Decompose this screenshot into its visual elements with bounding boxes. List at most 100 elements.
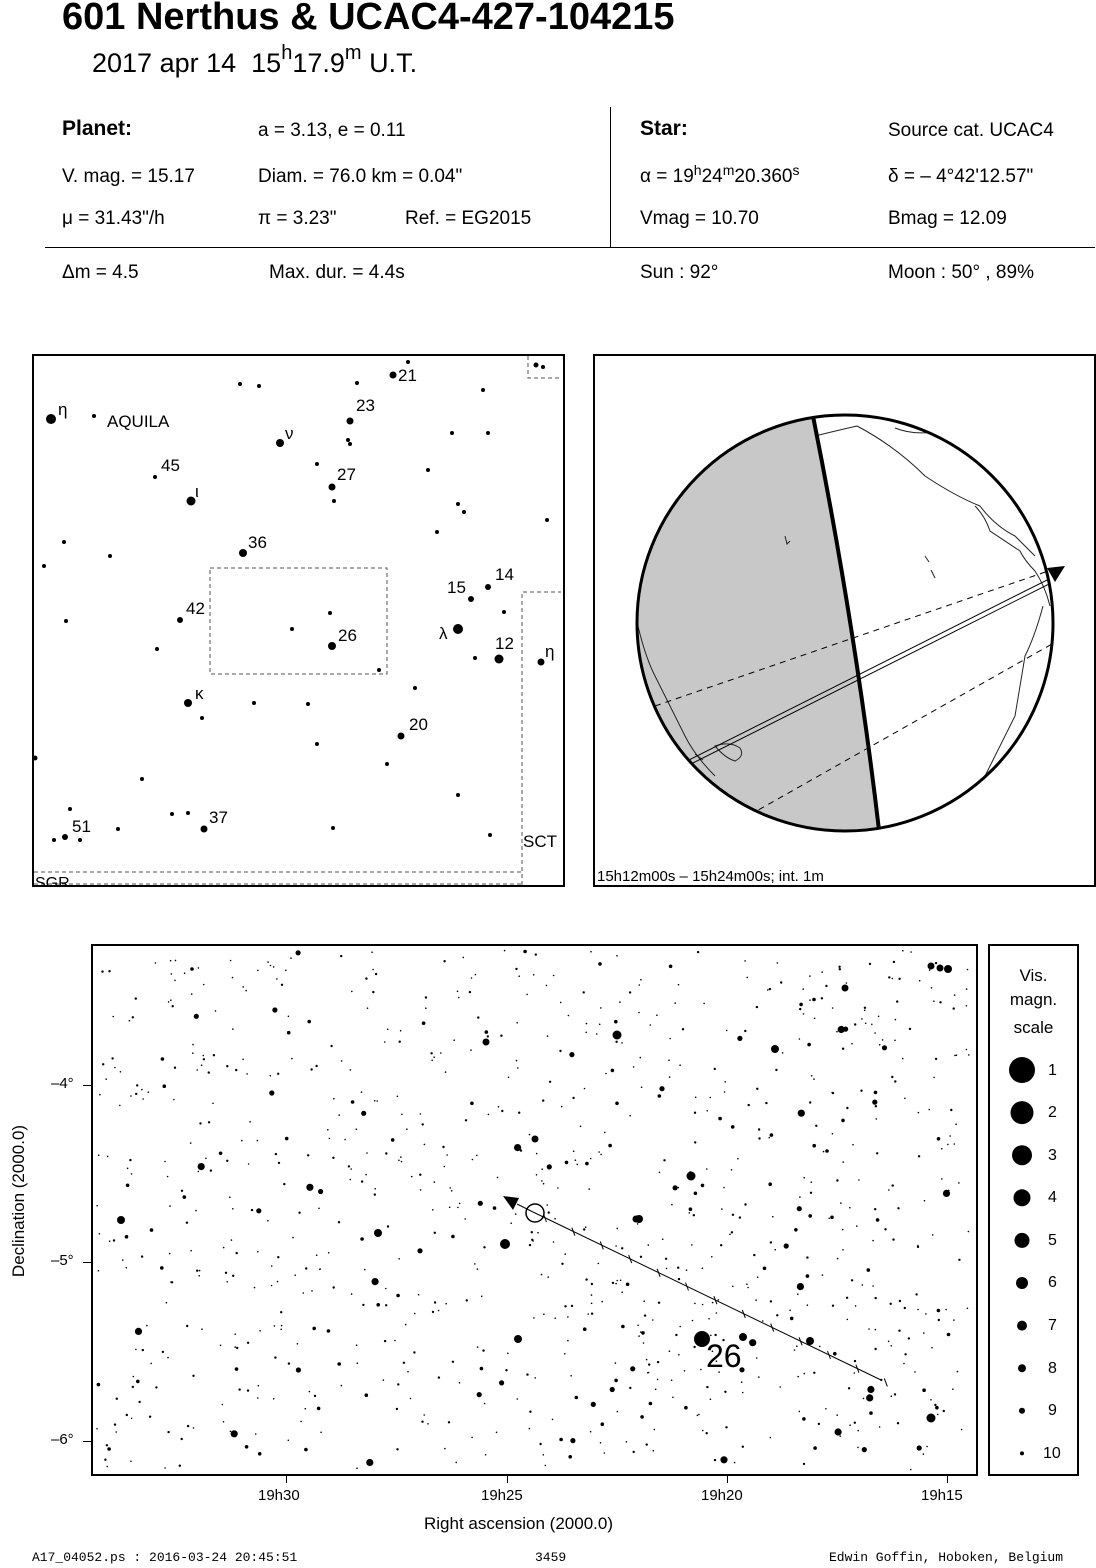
field-star	[535, 1152, 538, 1155]
field-star	[414, 1312, 416, 1315]
field-star	[174, 979, 176, 982]
field-star	[365, 977, 368, 980]
map-star	[108, 554, 112, 558]
field-star	[793, 1349, 796, 1351]
field-star	[131, 1016, 134, 1019]
field-star	[433, 1056, 435, 1058]
event-datetime: 2017 apr 14 15h17.9m U.T.	[92, 42, 417, 79]
field-star	[669, 1037, 671, 1040]
field-star	[731, 1213, 735, 1216]
field-star	[528, 1243, 532, 1247]
legend-title: scale	[1013, 1018, 1054, 1037]
field-star	[131, 1385, 134, 1389]
field-star	[500, 1239, 510, 1249]
field-star	[196, 1269, 199, 1272]
map-star	[116, 827, 120, 831]
field-star	[372, 968, 374, 971]
star-label: 51	[72, 817, 91, 836]
field-star	[955, 1054, 958, 1056]
field-star	[465, 1299, 468, 1302]
field-star	[476, 1154, 478, 1157]
field-star	[451, 1360, 455, 1363]
field-star	[717, 1299, 720, 1301]
field-star	[598, 962, 602, 966]
field-star	[471, 1158, 474, 1161]
constellation-stars	[34, 360, 549, 842]
field-star	[746, 1283, 748, 1285]
field-star	[503, 949, 506, 952]
field-star	[681, 1028, 685, 1031]
field-star	[583, 1228, 586, 1231]
field-star	[693, 1111, 697, 1114]
field-star	[371, 1278, 379, 1286]
field-star	[234, 1346, 236, 1348]
field-star	[648, 1401, 653, 1406]
field-star	[330, 1044, 333, 1048]
field-star	[295, 950, 301, 956]
field-star	[169, 959, 172, 962]
field-star	[821, 971, 823, 973]
field-star	[374, 1188, 377, 1190]
field-star	[533, 1317, 535, 1319]
field-star	[564, 1305, 567, 1308]
field-star	[891, 1184, 894, 1187]
field-star	[135, 1348, 137, 1351]
field-star	[583, 1087, 586, 1090]
field-star	[161, 1350, 165, 1354]
field-star	[232, 1274, 235, 1277]
field-star	[574, 1395, 579, 1400]
field-star	[207, 1121, 211, 1124]
footer-file: A17_04052.ps : 2016-03-24 20:45:51	[32, 1550, 298, 1565]
field-star	[677, 1277, 681, 1281]
field-star	[333, 1097, 335, 1100]
field-star	[931, 1346, 933, 1349]
field-star	[468, 990, 472, 994]
field-star	[115, 1431, 117, 1433]
planet-orbit: a = 3.13, e = 0.11	[258, 120, 406, 141]
field-star	[224, 1271, 228, 1274]
field-star	[753, 1253, 756, 1257]
field-star	[590, 1302, 593, 1305]
field-star	[246, 1073, 248, 1075]
path-tick	[855, 1364, 860, 1373]
star-label: 45	[161, 456, 180, 475]
field-star	[898, 977, 901, 980]
field-star	[582, 1327, 587, 1331]
field-star	[579, 1125, 582, 1128]
field-star	[350, 1168, 353, 1170]
field-star	[817, 1422, 821, 1426]
field-star	[610, 1068, 615, 1073]
map-star	[494, 654, 504, 664]
field-star	[615, 1282, 617, 1285]
field-star	[884, 1228, 887, 1231]
field-star	[783, 1243, 789, 1249]
field-star	[195, 1209, 197, 1212]
field-star	[386, 1028, 389, 1031]
field-star	[229, 1430, 232, 1433]
field-star	[619, 1279, 622, 1282]
field-star	[138, 1400, 141, 1404]
field-star	[477, 1200, 483, 1206]
field-star	[686, 1171, 696, 1181]
field-star	[397, 1383, 400, 1386]
field-star	[888, 1189, 890, 1191]
field-star	[846, 1106, 849, 1110]
field-star	[132, 1375, 135, 1378]
field-star	[479, 1366, 484, 1371]
map-star	[42, 564, 46, 568]
field-star	[894, 1018, 897, 1021]
field-star	[231, 976, 234, 979]
field-star	[841, 1118, 845, 1123]
field-star	[813, 1446, 817, 1450]
field-star	[830, 1215, 834, 1220]
field-star	[526, 1373, 529, 1376]
field-star	[516, 1022, 518, 1024]
star-label: 21	[398, 366, 417, 385]
field-star	[136, 1084, 139, 1087]
field-star	[896, 1000, 899, 1003]
field-star	[192, 1043, 194, 1046]
field-star	[842, 1161, 844, 1163]
field-star	[780, 981, 783, 984]
field-star	[927, 962, 935, 970]
field-star	[534, 1377, 536, 1379]
